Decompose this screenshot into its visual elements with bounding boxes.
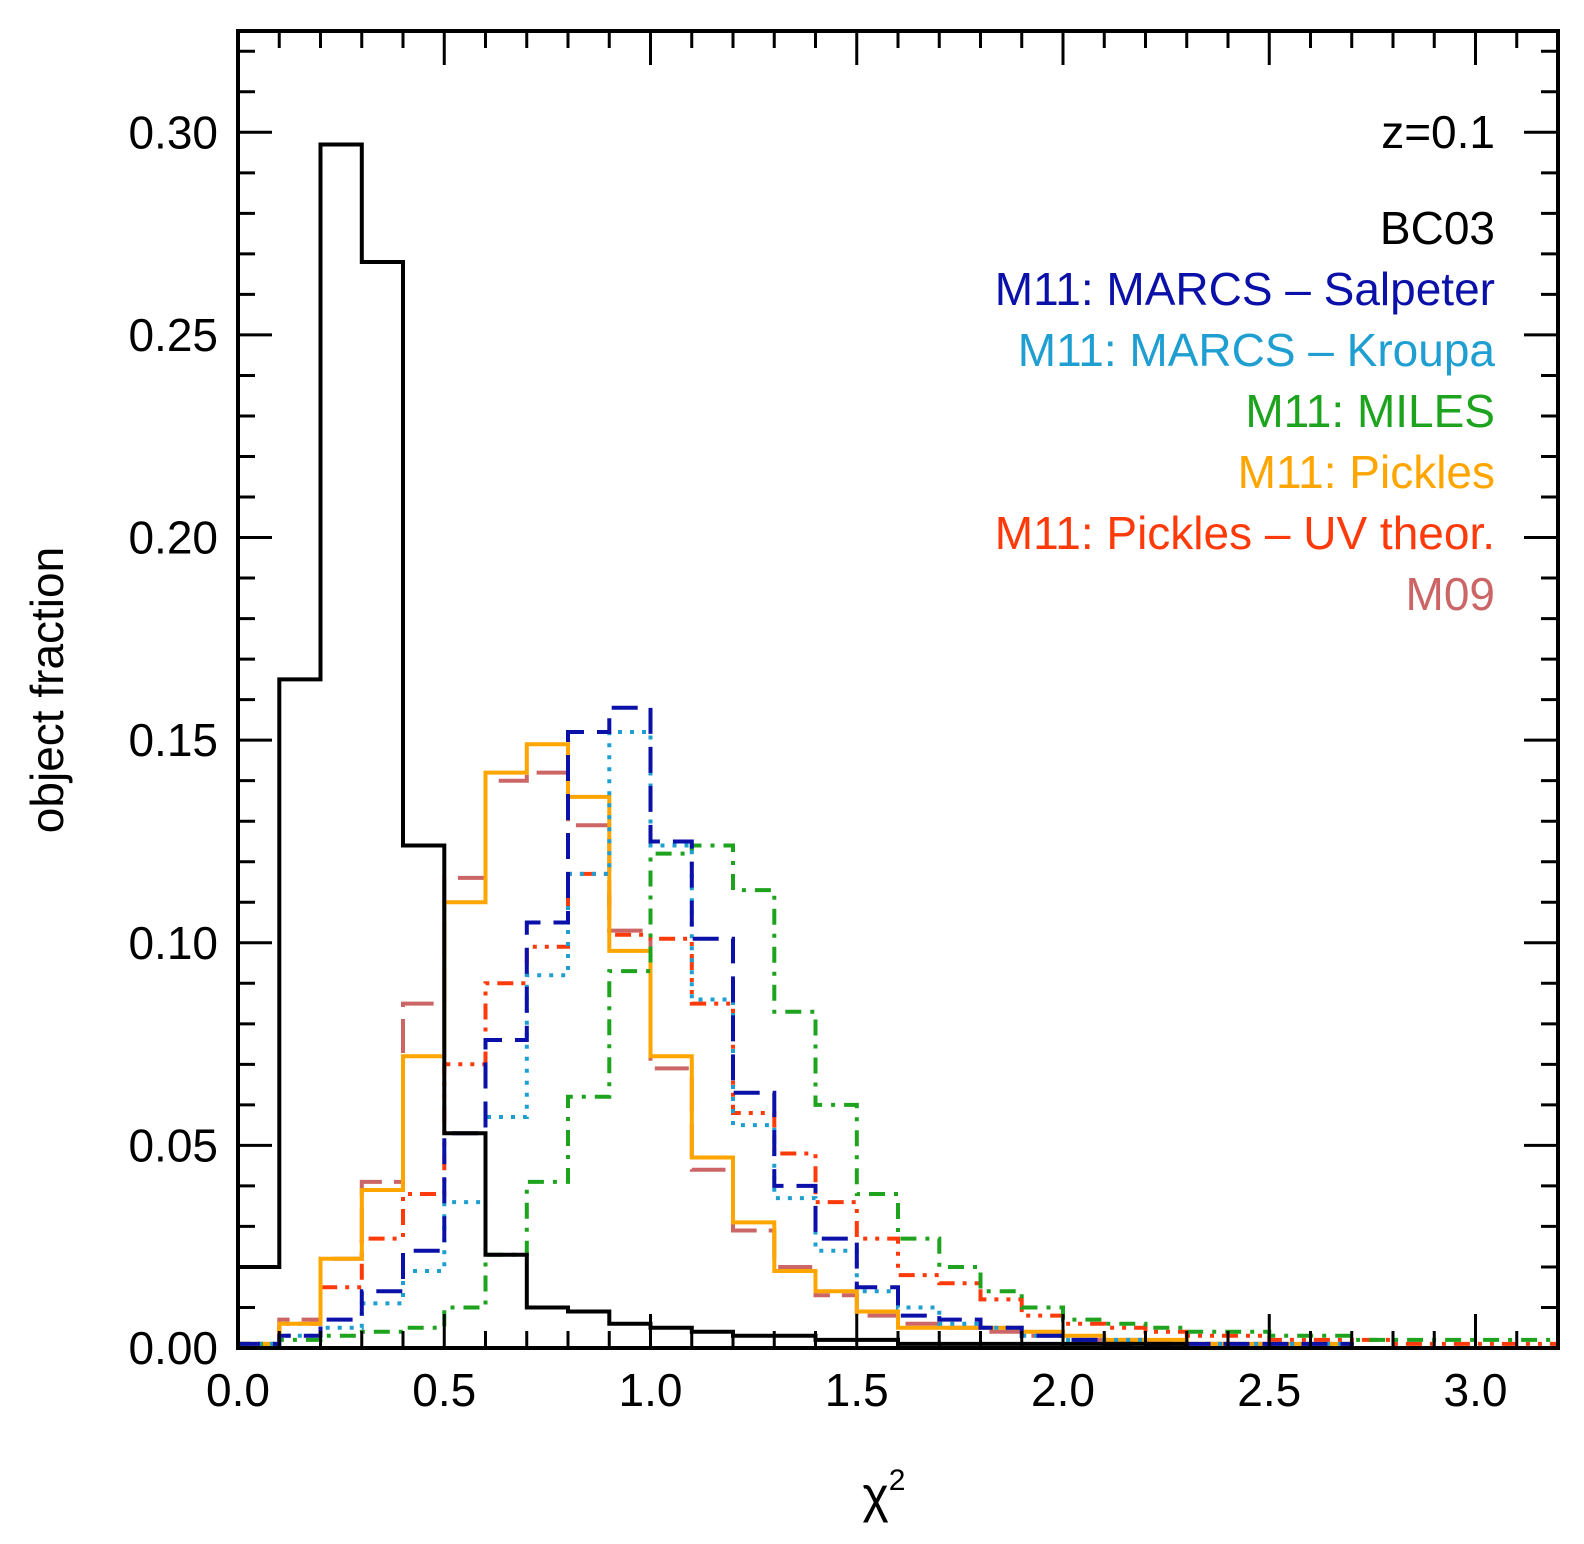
y-tick-label: 0.05: [128, 1119, 218, 1171]
x-tick-label: 1.5: [825, 1364, 889, 1416]
y-tick-label: 0.10: [128, 917, 218, 969]
redshift-annotation: z=0.1: [1381, 106, 1495, 158]
x-tick-label: 1.0: [619, 1364, 683, 1416]
labels-layer: 0.0 0.5 1.0 1.5 2.0 2.5 3.0 0.00 0.05 0.10 0.15 0.2…: [128, 106, 1507, 1416]
x-tick-label: 2.5: [1237, 1364, 1301, 1416]
y-tick-label: 0.30: [128, 106, 218, 158]
legend-entry: M11: Pickles – UV theor.: [995, 507, 1495, 559]
y-tick-label: 0.15: [128, 714, 218, 766]
plot-frame: [236, 29, 1560, 1350]
x-axis-label-main: χ: [863, 1467, 889, 1523]
x-tick-label: 0.5: [412, 1364, 476, 1416]
legend-entry: BC03: [1380, 202, 1495, 254]
x-tick-label: 0.0: [206, 1364, 270, 1416]
legend: BC03 M11: MARCS – Salpeter M11: MARCS – Kr…: [995, 202, 1496, 620]
x-tick-label: 3.0: [1444, 1364, 1508, 1416]
legend-entry: M11: MILES: [1245, 385, 1495, 437]
y-axis-label: object fraction: [21, 547, 73, 833]
legend-entry: M11: Pickles: [1238, 446, 1495, 498]
y-tick-label: 0.20: [128, 512, 218, 564]
x-tick-label: 2.0: [1031, 1364, 1095, 1416]
legend-entry: M11: MARCS – Kroupa: [1018, 324, 1496, 376]
x-axis-label: χ2: [863, 1464, 906, 1523]
series-line-2: [236, 730, 1558, 1350]
series-line-5: [236, 871, 1558, 1348]
y-tick-label: 0.25: [128, 309, 218, 361]
y-tick-label: 0.00: [128, 1322, 218, 1374]
x-axis-label-superscript: 2: [889, 1464, 906, 1497]
series-line-3: [236, 843, 1558, 1348]
legend-entry: M11: MARCS – Salpeter: [995, 263, 1495, 315]
legend-entry: M09: [1406, 568, 1495, 620]
